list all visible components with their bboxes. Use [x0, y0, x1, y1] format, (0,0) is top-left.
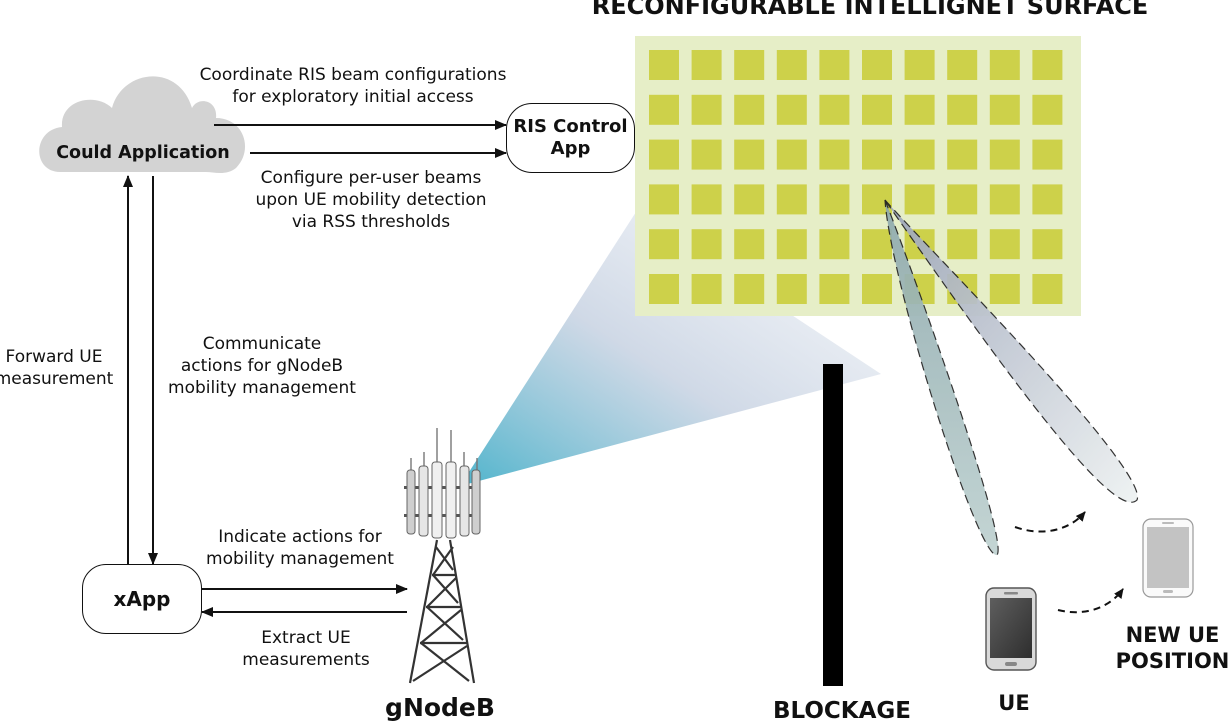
ris-tile	[989, 229, 1020, 260]
ris-tile	[989, 139, 1020, 170]
ue-phone-icon	[985, 587, 1037, 671]
ris-tile	[819, 274, 850, 304]
edge-coordinate-label: Coordinate RIS beam configurations for e…	[199, 65, 507, 107]
gnodeb-tower-icon	[404, 428, 481, 684]
ris-tile	[691, 274, 722, 304]
ris-tile	[691, 229, 722, 260]
gnodeb-label: gNodeB	[385, 693, 495, 722]
ris-tile	[734, 274, 765, 304]
reflected-beam-new-position	[884, 199, 1138, 503]
ris-control-app-node: RIS Control App	[506, 103, 635, 173]
movement-arrow-ue	[1057, 588, 1124, 614]
ris-tile	[691, 184, 722, 215]
ris-tile	[649, 274, 679, 304]
ris-tile	[776, 139, 807, 170]
ris-tile	[776, 229, 807, 260]
ris-tile	[734, 229, 765, 260]
ris-tile	[989, 94, 1020, 125]
ris-tile	[649, 229, 679, 260]
ris-tile	[734, 94, 765, 125]
ris-tile	[649, 94, 679, 125]
ris-panel	[635, 36, 1081, 316]
ris-tile	[1032, 139, 1063, 170]
ris-tile	[819, 184, 850, 215]
ris-tile-grid	[649, 50, 1063, 304]
ris-tile	[1032, 229, 1063, 260]
ris-tile	[862, 139, 892, 170]
ris-tile	[819, 229, 850, 260]
ris-tile	[819, 139, 850, 170]
ris-tile	[862, 229, 892, 260]
ris-tile	[862, 50, 892, 80]
new-ue-position-label: NEW UE POSITION	[1115, 623, 1230, 673]
blockage-wall	[823, 364, 843, 686]
ue-label: UE	[998, 691, 1030, 715]
ris-tile	[691, 139, 722, 170]
ris-tile	[649, 139, 679, 170]
ris-tile	[649, 184, 679, 215]
cloud-application-label: Could Application	[56, 143, 230, 163]
ris-tile	[947, 229, 978, 260]
ris-tile	[1032, 274, 1063, 304]
ris-tile	[1032, 184, 1063, 215]
ris-tile	[989, 274, 1020, 304]
edge-configure-label: Configure per-user beams upon UE mobilit…	[255, 168, 487, 232]
ris-tile	[989, 184, 1020, 215]
ris-tile	[862, 274, 892, 304]
ris-tile	[776, 50, 807, 80]
edge-extract-label: Extract UE measurements	[242, 628, 370, 670]
ris-tile	[691, 94, 722, 125]
edge-forward-label: Forward UE measurement	[0, 347, 114, 389]
blockage-label: BLOCKAGE	[772, 698, 911, 724]
reflected-beam-ue	[884, 199, 999, 556]
edge-communicate-label: Communicate actions for gNodeB mobility …	[168, 334, 356, 398]
cloud-shape	[39, 76, 246, 173]
ris-tile	[776, 94, 807, 125]
ris-title: RECONFIGURABLE INTELLIGNET SURFACE	[591, 0, 1149, 20]
ris-tile	[734, 184, 765, 215]
movement-arrow-beam	[1014, 511, 1086, 533]
ris-tile	[904, 94, 935, 125]
ris-tile	[776, 274, 807, 304]
ris-tile	[904, 139, 935, 170]
ris-tile	[947, 94, 978, 125]
ris-tile	[819, 50, 850, 80]
ris-tile	[904, 184, 935, 215]
new-position-phone-icon	[1142, 518, 1194, 598]
ris-tile	[691, 50, 722, 80]
ris-tile	[1032, 94, 1063, 125]
ris-tile	[1032, 50, 1063, 80]
xapp-node: xApp	[82, 564, 202, 634]
ris-tile	[734, 50, 765, 80]
edge-indicate-label: Indicate actions for mobility management	[206, 527, 394, 569]
ris-tile	[649, 50, 679, 80]
ris-tile	[989, 50, 1020, 80]
ris-tile	[904, 50, 935, 80]
ris-tile	[947, 184, 978, 215]
ris-tile	[947, 50, 978, 80]
ris-tile	[776, 184, 807, 215]
ris-tile	[819, 94, 850, 125]
ris-tile	[947, 139, 978, 170]
signal-cone	[460, 212, 881, 486]
ris-tile	[862, 94, 892, 125]
ris-tile	[734, 139, 765, 170]
